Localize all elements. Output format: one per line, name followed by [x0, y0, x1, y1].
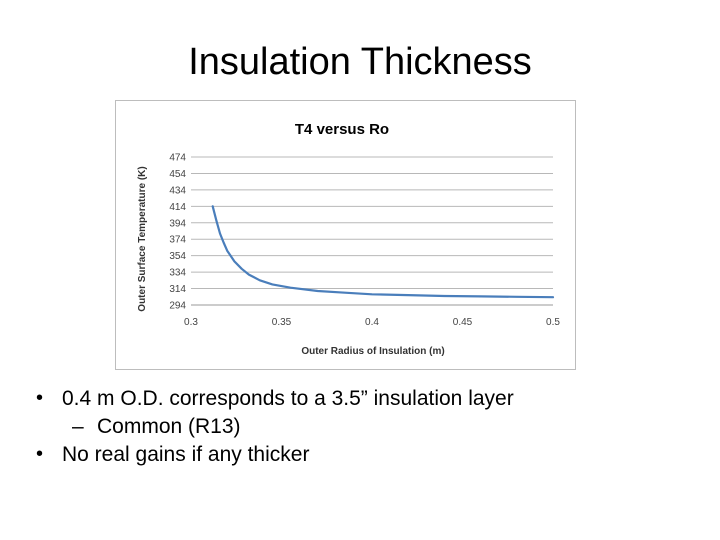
sub-bullet-text: Common (R13) — [97, 414, 241, 438]
y-tick-label: 294 — [169, 301, 186, 312]
x-axis-ticks: 0.3 0.35 0.4 0.45 0.5 — [184, 317, 560, 328]
series-line — [211, 205, 555, 299]
y-tick-label: 394 — [169, 218, 186, 229]
y-tick-label: 414 — [169, 202, 186, 213]
x-tick-label: 0.5 — [546, 317, 560, 328]
series-group — [211, 205, 555, 299]
sub-bullet-marker: – — [72, 414, 84, 438]
sub-bullet-item: – Common (R13) — [36, 412, 706, 440]
bullet-marker: • — [36, 443, 44, 465]
bullet-text: 0.4 m O.D. corresponds to a 3.5” insulat… — [62, 386, 514, 410]
bullet-text: No real gains if any thicker — [62, 442, 310, 466]
y-tick-label: 474 — [169, 153, 186, 164]
y-tick-label: 374 — [169, 235, 186, 246]
y-tick-label: 314 — [169, 284, 186, 295]
bullet-item: • 0.4 m O.D. corresponds to a 3.5” insul… — [36, 384, 706, 412]
x-tick-label: 0.4 — [365, 317, 379, 328]
slide-title: Insulation Thickness — [188, 41, 532, 83]
bullet-list: • 0.4 m O.D. corresponds to a 3.5” insul… — [36, 384, 706, 468]
chart-svg: T4 versus Ro 474 454 434 414 394 374 354 334 314… — [137, 121, 560, 357]
y-tick-label: 454 — [169, 169, 186, 180]
bullet-marker: • — [36, 387, 44, 409]
y-tick-label: 434 — [169, 185, 186, 196]
chart-title: T4 versus Ro — [295, 121, 389, 138]
chart-area: T4 versus Ro 474 454 434 414 394 374 354 334 314… — [115, 100, 576, 370]
x-tick-label: 0.35 — [272, 317, 292, 328]
grid-lines — [191, 156, 553, 306]
y-tick-label: 334 — [169, 268, 186, 279]
x-tick-label: 0.45 — [453, 317, 473, 328]
x-tick-label: 0.3 — [184, 317, 198, 328]
y-axis-label: Outer Surface Temperature (K) — [137, 166, 148, 311]
y-axis-ticks: 474 454 434 414 394 374 354 334 314 294 — [169, 153, 186, 312]
bullet-item: • No real gains if any thicker — [36, 440, 706, 468]
x-axis-label: Outer Radius of Insulation (m) — [301, 346, 444, 357]
y-tick-label: 354 — [169, 251, 186, 262]
